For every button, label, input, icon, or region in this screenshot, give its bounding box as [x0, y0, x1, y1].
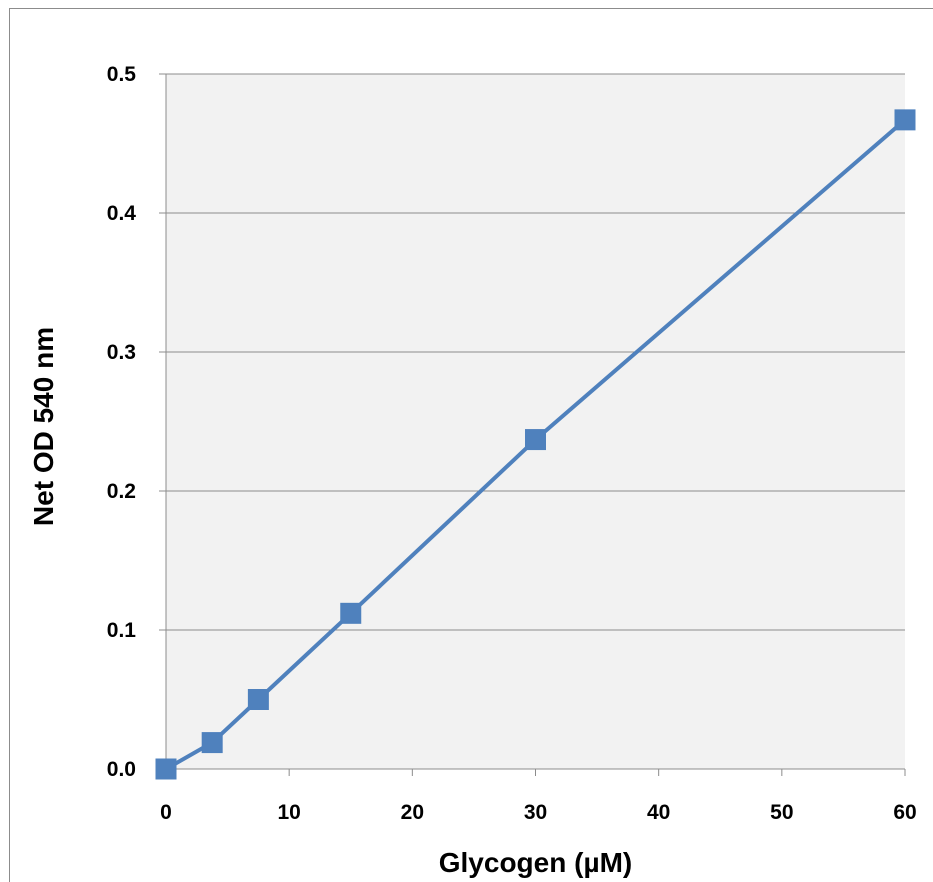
axes — [165, 74, 905, 770]
data-point-marker — [201, 732, 223, 754]
data-series — [155, 109, 916, 780]
y-tick-label: 0.2 — [107, 480, 136, 503]
y-tick-label: 0.1 — [107, 619, 137, 642]
data-point-marker — [894, 109, 916, 131]
y-tick-label: 0.4 — [107, 202, 137, 225]
data-point-marker — [247, 689, 269, 710]
y-tick-label: 0.3 — [107, 341, 136, 364]
plot-area — [166, 74, 905, 769]
y-tick-labels: 0.0 0.1 0.2 0.3 0.4 0.5 — [107, 63, 137, 781]
x-tick-label: 0 — [160, 801, 172, 824]
x-axis-title: Glycogen (µM) — [439, 847, 632, 878]
data-point-marker — [525, 429, 546, 451]
x-tick-labels: 0 10 20 30 40 50 60 — [160, 801, 917, 824]
y-axis-title: Net OD 540 nm — [28, 327, 59, 526]
data-point-marker — [155, 758, 177, 780]
x-tick-label: 10 — [277, 801, 300, 824]
x-tick-label: 50 — [770, 801, 793, 824]
x-tick-label: 30 — [524, 801, 547, 824]
y-tick-label: 0.0 — [107, 758, 136, 781]
gridlines — [159, 73, 906, 776]
data-point-marker — [340, 602, 362, 624]
y-tick-label: 0.5 — [107, 63, 137, 86]
x-tick-label: 40 — [647, 801, 670, 824]
x-tick-label: 20 — [401, 801, 424, 824]
x-tick-label: 60 — [893, 801, 916, 824]
